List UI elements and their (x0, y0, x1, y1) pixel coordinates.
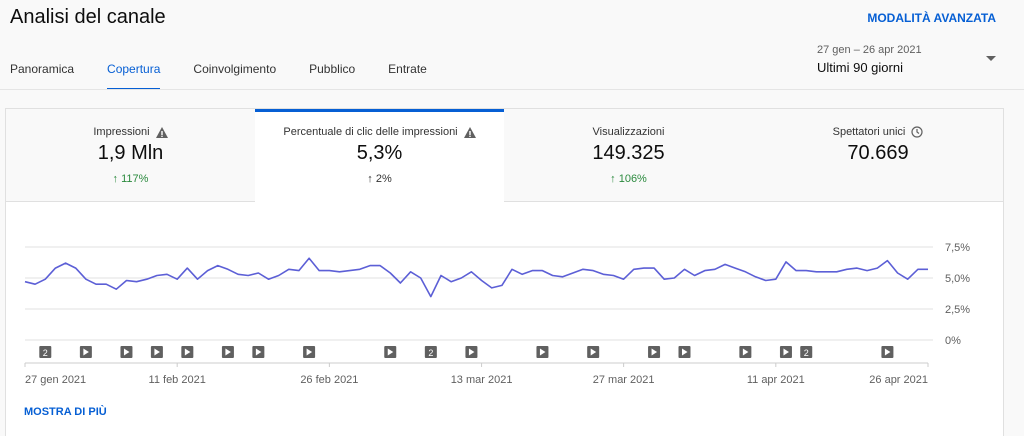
divider (0, 89, 1024, 90)
event-marker[interactable]: 2 (800, 346, 813, 358)
metric-label: Visualizzazioni (592, 126, 665, 138)
tab[interactable]: Copertura (107, 62, 161, 90)
metric-label: Impressioni (93, 126, 150, 138)
play-icon (225, 348, 231, 356)
play-icon (123, 348, 130, 356)
event-marker[interactable] (303, 346, 316, 358)
event-marker[interactable] (779, 346, 792, 358)
event-count: 2 (43, 348, 48, 358)
event-marker[interactable]: 2 (39, 346, 52, 358)
x-tick-label: 27 gen 2021 (25, 374, 86, 386)
event-box (800, 346, 813, 358)
event-marker[interactable] (465, 346, 478, 358)
play-icon (651, 348, 658, 356)
play-icon (83, 348, 89, 356)
event-marker[interactable] (79, 346, 92, 358)
event-count: 2 (428, 348, 433, 358)
x-tick-label: 26 apr 2021 (869, 374, 928, 386)
tab[interactable]: Pubblico (309, 62, 356, 76)
event-box (39, 346, 52, 358)
play-icon (681, 348, 688, 356)
event-marker[interactable] (881, 346, 894, 358)
event-marker[interactable] (150, 346, 163, 358)
play-icon (306, 348, 313, 356)
date-period[interactable]: Ultimi 90 giorni (817, 60, 903, 75)
metric-change: 2% (375, 173, 392, 185)
play-icon (742, 348, 749, 356)
date-range[interactable]: 27 gen – 26 apr 2021 (817, 44, 922, 56)
metric-tab[interactable]: Impressioni 1,9 Mln ↑ 117% (6, 109, 255, 202)
line-chart: 0% 2,5% 5,0% 7,5% 27 gen 2021 11 feb 2021 26 f… (24, 242, 970, 386)
play-icon (539, 348, 546, 356)
warning-icon (463, 126, 476, 138)
advanced-mode-button[interactable]: MODALITÀ AVANZATA (867, 11, 996, 25)
event-marker[interactable] (587, 346, 600, 358)
y-tick-label: 5,0% (945, 273, 970, 285)
tab[interactable]: Panoramica (10, 62, 75, 76)
show-more-button[interactable]: MOSTRA DI PIÙ (24, 406, 107, 418)
y-tick-label: 2,5% (945, 304, 970, 316)
dropdown-caret[interactable] (986, 56, 996, 62)
event-marker[interactable] (252, 346, 265, 358)
metric-tab[interactable]: Visualizzazioni 149.325 ↑ 106% (504, 109, 753, 202)
metric-value: 5,3% (356, 142, 403, 164)
event-marker[interactable] (120, 346, 133, 358)
page-title: Analisi del canale (10, 6, 166, 28)
event-marker[interactable] (739, 346, 752, 358)
x-tick-label: 11 feb 2021 (149, 374, 206, 386)
tab[interactable]: Coinvolgimento (193, 62, 277, 76)
metric-change: 106% (618, 173, 647, 185)
x-tick-label: 26 feb 2021 (300, 374, 358, 386)
warning-icon (155, 126, 168, 138)
event-marker[interactable] (536, 346, 549, 358)
play-icon (184, 348, 191, 356)
event-marker[interactable] (678, 346, 691, 358)
event-marker[interactable]: 2 (424, 346, 437, 358)
metric-value: 1,9 Mln (97, 142, 164, 164)
event-marker[interactable] (648, 346, 661, 358)
metric-tab[interactable]: Spettatori unici 70.669 (753, 109, 1003, 202)
event-marker[interactable] (181, 346, 194, 358)
y-tick-label: 0% (945, 335, 961, 347)
x-tick-label: 11 apr 2021 (747, 374, 805, 386)
play-icon (590, 348, 597, 356)
y-tick-label: 7,5% (945, 242, 970, 254)
clock-icon (911, 126, 923, 138)
metric-tab[interactable]: Percentuale di clic delle impressioni 5,… (255, 109, 504, 201)
play-icon (387, 348, 394, 356)
metric-value: 70.669 (847, 142, 909, 164)
tab[interactable]: Entrate (388, 62, 427, 76)
metric-label: Percentuale di clic delle impressioni (283, 126, 458, 138)
play-icon (154, 348, 160, 356)
metric-value: 149.325 (592, 142, 665, 164)
play-icon (468, 348, 475, 356)
event-box (424, 346, 437, 358)
event-marker[interactable] (221, 346, 234, 358)
play-icon (255, 348, 262, 356)
metric-label: Spettatori unici (832, 126, 906, 138)
metric-change: 117% (121, 173, 149, 185)
event-marker[interactable] (384, 346, 397, 358)
tab-bar: Panoramica Copertura Coinvolgimento Pubb… (10, 62, 460, 90)
event-count: 2 (804, 348, 809, 358)
play-icon (884, 348, 891, 356)
play-icon (783, 348, 789, 356)
x-tick-label: 27 mar 2021 (593, 374, 655, 386)
x-tick-label: 13 mar 2021 (451, 374, 513, 386)
data-line (24, 257, 928, 298)
